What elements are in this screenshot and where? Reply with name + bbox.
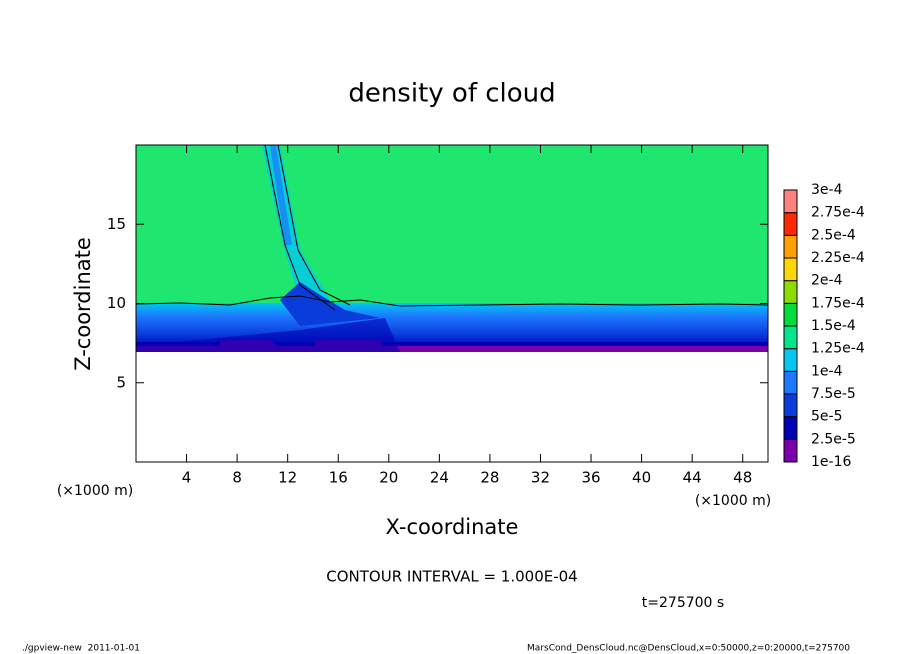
colorbar-box xyxy=(783,189,798,214)
x-tick-label: 24 xyxy=(430,469,449,487)
colorbar-label: 2e-4 xyxy=(811,273,843,289)
colorbar-box xyxy=(783,234,798,259)
y-tick-label: 5 xyxy=(116,373,126,391)
x-unit-label: (×1000 m) xyxy=(695,493,771,509)
y-tick-label: 15 xyxy=(107,215,126,233)
colorbar-box xyxy=(783,416,798,440)
colorbar-box xyxy=(783,302,798,327)
colorbar-label: 1.75e-4 xyxy=(811,295,865,311)
colorbar-box xyxy=(783,393,798,418)
colorbar-box xyxy=(783,348,798,372)
contour-interval: CONTOUR INTERVAL = 1.000E-04 xyxy=(326,568,577,586)
colorbar-label: 2.75e-4 xyxy=(811,205,865,221)
colorbar-box xyxy=(783,370,798,395)
colorbar-box xyxy=(783,438,798,463)
x-axis-label: X-coordinate xyxy=(386,515,519,539)
x-tick-label: 16 xyxy=(329,469,348,487)
time-label: t=275700 s xyxy=(642,595,724,611)
x-tick-label: 20 xyxy=(379,469,398,487)
colorbar-label: 3e-4 xyxy=(811,182,843,198)
colorbar-box xyxy=(783,212,798,236)
colorbar-box xyxy=(783,325,798,350)
colorbar-box xyxy=(783,257,798,282)
colorbar-label: 1.25e-4 xyxy=(811,341,865,357)
y-axis-label: Z-coordinate xyxy=(71,237,95,371)
x-tick-label: 36 xyxy=(581,469,600,487)
colorbar-label: 7.5e-5 xyxy=(811,386,856,402)
x-unit-label: (×1000 m) xyxy=(57,483,133,499)
x-tick-label: 12 xyxy=(278,469,297,487)
colorbar-label: 1e-16 xyxy=(811,454,851,470)
x-tick-label: 8 xyxy=(232,469,242,487)
x-tick-label: 32 xyxy=(531,469,550,487)
colorbar-label: 1.5e-4 xyxy=(811,318,856,334)
x-tick-label: 4 xyxy=(182,469,192,487)
y-tick-label: 10 xyxy=(107,294,126,312)
colorbar-label: 2.5e-5 xyxy=(811,431,856,447)
chart-title: density of cloud xyxy=(348,79,555,109)
colorbar-label: 2.25e-4 xyxy=(811,250,865,266)
x-tick-label: 48 xyxy=(733,469,752,487)
footer-left: ./gpview-new 2011-01-01 xyxy=(22,644,140,654)
footer-right: MarsCond_DensCloud.nc@DensCloud,x=0:5000… xyxy=(527,644,850,654)
colorbar-box xyxy=(783,280,798,304)
colorbar-label: 5e-5 xyxy=(811,409,842,425)
colorbar-label: 1e-4 xyxy=(811,363,843,379)
x-tick-label: 40 xyxy=(632,469,651,487)
field xyxy=(136,145,768,462)
x-tick-label: 44 xyxy=(683,469,702,487)
colorbar-label: 2.5e-4 xyxy=(811,227,856,243)
x-tick-label: 28 xyxy=(480,469,499,487)
